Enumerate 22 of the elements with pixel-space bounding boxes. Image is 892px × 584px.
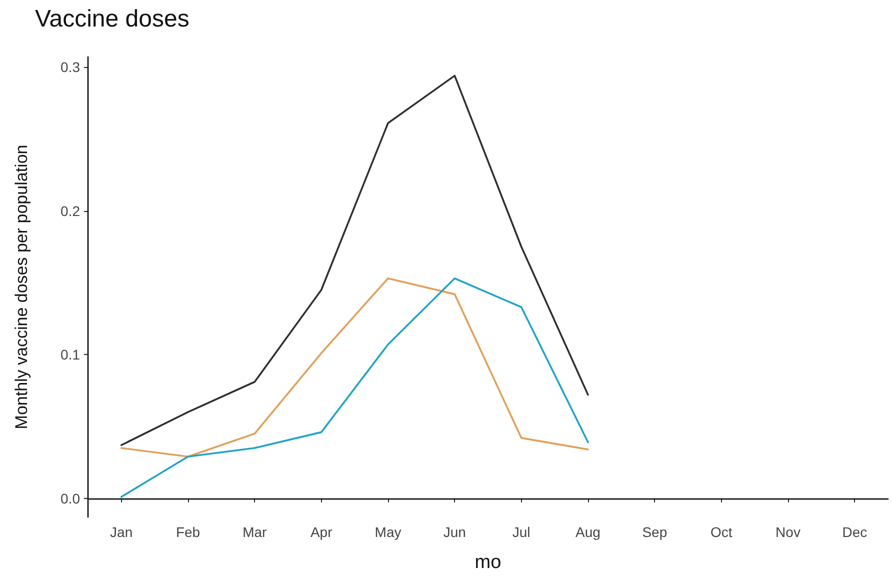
x-tick-label: Nov — [776, 524, 800, 540]
y-tick-label: 0.3 — [60, 59, 80, 76]
x-tick-label: Jul — [512, 524, 530, 540]
x-tick-label: Apr — [310, 524, 333, 540]
line-series — [120, 74, 589, 446]
x-axis-title: mo — [474, 552, 502, 573]
y-tick-label: 0.2 — [60, 202, 80, 219]
x-tick-label: Jun — [443, 524, 466, 540]
x-tick-label: May — [374, 524, 402, 540]
x-tick-label: Feb — [176, 524, 200, 540]
x-tick-label: Aug — [576, 524, 600, 540]
y-tick-label: 0.0 — [60, 490, 80, 506]
y-tick-label: 0.1 — [60, 346, 80, 363]
y-axis-title: Monthly vaccine doses per population — [12, 144, 31, 430]
line-series — [120, 277, 589, 498]
chart-title: Vaccine doses — [35, 6, 190, 32]
line-series — [120, 277, 589, 458]
x-tick-label: Mar — [242, 524, 268, 540]
x-tick-label: Jan — [110, 524, 133, 540]
x-tick-label: Dec — [842, 524, 868, 540]
x-tick-label: Oct — [710, 524, 732, 540]
x-tick-label: Sep — [642, 524, 668, 540]
